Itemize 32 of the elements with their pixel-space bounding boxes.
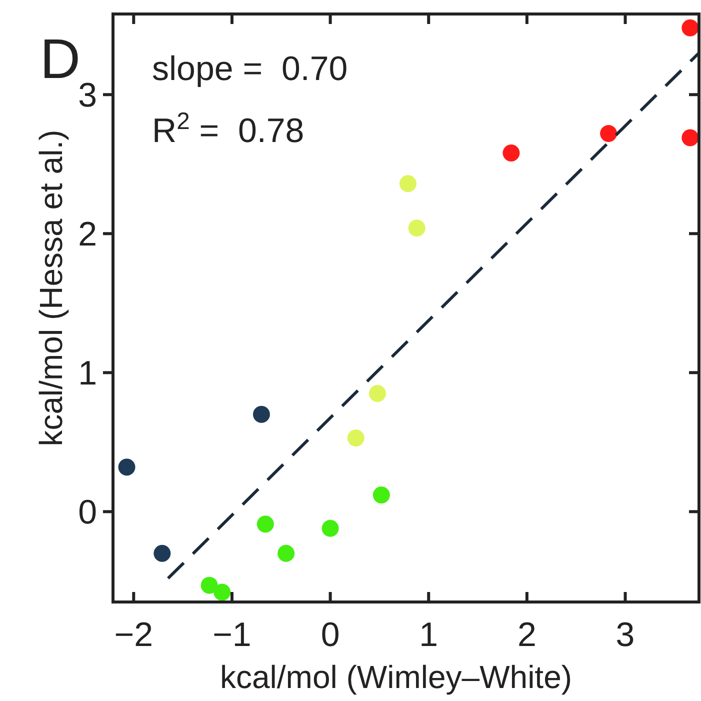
point [372, 486, 390, 504]
point [118, 458, 136, 476]
point [256, 516, 274, 533]
annotation: R$^{2}$ = 0.78 [152, 108, 304, 150]
point [408, 220, 426, 237]
text: D [40, 27, 80, 90]
x-tick-label: 1 [419, 616, 438, 654]
x-tick-label: 0 [320, 616, 340, 654]
y-tick-label: 2 [78, 216, 97, 254]
point [214, 584, 231, 601]
point [502, 144, 520, 162]
point [347, 429, 364, 446]
point [278, 544, 295, 562]
point [252, 406, 270, 423]
y-axis-title: kcal/mol (Hessa et al.) [33, 130, 69, 446]
point [368, 384, 386, 402]
point [154, 544, 171, 562]
y-tick-label: 0 [78, 494, 97, 532]
x-tick-label: −2 [114, 616, 154, 654]
point [322, 520, 339, 537]
point [682, 19, 699, 36]
x-tick-label: −1 [212, 616, 252, 654]
point [399, 175, 416, 192]
annotation: slope = 0.70 [152, 50, 348, 88]
y-tick-label: 3 [78, 76, 97, 115]
point [600, 125, 618, 142]
x-axis-title: kcal/mol (Wimley–White) [220, 659, 572, 695]
point [682, 129, 699, 146]
y-tick-label: 1 [78, 354, 97, 393]
point [200, 576, 218, 594]
x-tick-label: 2 [517, 616, 536, 654]
x-tick-label: 3 [616, 616, 635, 654]
